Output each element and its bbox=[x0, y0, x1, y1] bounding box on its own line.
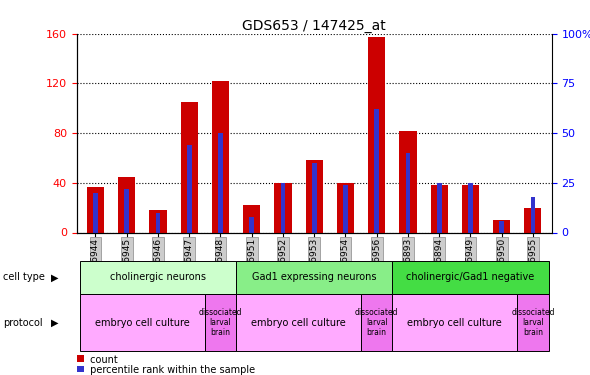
Bar bbox=[392, 294, 517, 351]
Text: cell type: cell type bbox=[3, 273, 45, 282]
Bar bbox=[499, 220, 504, 232]
Bar bbox=[399, 130, 417, 232]
Text: dissociated
larval
brain: dissociated larval brain bbox=[199, 308, 242, 338]
Bar bbox=[187, 145, 192, 232]
Text: Gad1 expressing neurons: Gad1 expressing neurons bbox=[252, 273, 376, 282]
Bar bbox=[205, 294, 236, 351]
Bar bbox=[517, 294, 549, 351]
Title: GDS653 / 147425_at: GDS653 / 147425_at bbox=[242, 19, 386, 33]
Bar bbox=[337, 183, 354, 232]
Text: cholinergic neurons: cholinergic neurons bbox=[110, 273, 206, 282]
Bar bbox=[87, 186, 104, 232]
Text: cholinergic/Gad1 negative: cholinergic/Gad1 negative bbox=[407, 273, 535, 282]
Text: percentile rank within the sample: percentile rank within the sample bbox=[87, 365, 255, 375]
Bar bbox=[118, 177, 135, 232]
Bar bbox=[493, 220, 510, 232]
Bar bbox=[530, 197, 535, 232]
Bar bbox=[437, 183, 441, 232]
Bar bbox=[405, 153, 410, 232]
Bar bbox=[236, 261, 392, 294]
Bar bbox=[306, 160, 323, 232]
Bar bbox=[181, 102, 198, 232]
Bar bbox=[212, 81, 229, 232]
Text: embryo cell culture: embryo cell culture bbox=[95, 318, 190, 327]
Bar bbox=[124, 189, 129, 232]
Text: ▶: ▶ bbox=[51, 318, 58, 327]
Bar bbox=[218, 133, 223, 232]
Bar bbox=[236, 294, 361, 351]
Text: embryo cell culture: embryo cell culture bbox=[251, 318, 346, 327]
Bar bbox=[281, 183, 286, 232]
Bar bbox=[156, 213, 160, 232]
Bar bbox=[343, 185, 348, 232]
Bar bbox=[312, 163, 316, 232]
Bar bbox=[93, 193, 98, 232]
Bar bbox=[468, 183, 473, 232]
Text: protocol: protocol bbox=[3, 318, 42, 327]
Text: count: count bbox=[87, 355, 118, 364]
Text: ▶: ▶ bbox=[51, 273, 58, 282]
Text: dissociated
larval
brain: dissociated larval brain bbox=[511, 308, 555, 338]
Bar bbox=[274, 183, 291, 232]
Bar bbox=[374, 109, 379, 232]
Text: dissociated
larval
brain: dissociated larval brain bbox=[355, 308, 398, 338]
Bar bbox=[243, 205, 260, 232]
Bar bbox=[368, 38, 385, 232]
Bar bbox=[149, 210, 166, 232]
Bar bbox=[250, 217, 254, 232]
Bar bbox=[361, 294, 392, 351]
Bar bbox=[392, 261, 549, 294]
Bar bbox=[431, 185, 448, 232]
Bar bbox=[80, 261, 236, 294]
Bar bbox=[462, 185, 479, 232]
Bar bbox=[525, 208, 542, 232]
Text: embryo cell culture: embryo cell culture bbox=[408, 318, 502, 327]
Bar bbox=[80, 294, 205, 351]
